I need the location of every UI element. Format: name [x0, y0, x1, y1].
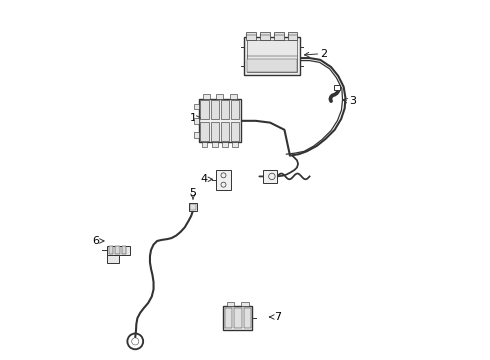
- Bar: [244, 37, 300, 75]
- Bar: [227, 302, 234, 306]
- Bar: [244, 308, 251, 328]
- Bar: [230, 94, 237, 99]
- Bar: [115, 246, 120, 254]
- Bar: [242, 302, 248, 306]
- Bar: [194, 132, 199, 138]
- Bar: [199, 99, 241, 142]
- Bar: [222, 142, 228, 147]
- Bar: [212, 142, 218, 147]
- Bar: [334, 85, 341, 90]
- Bar: [190, 204, 196, 210]
- Bar: [221, 100, 229, 119]
- Bar: [288, 32, 297, 40]
- Text: 4: 4: [200, 174, 207, 184]
- Bar: [107, 246, 130, 255]
- Bar: [246, 32, 256, 40]
- Text: 2: 2: [320, 49, 327, 59]
- Bar: [274, 32, 284, 40]
- Bar: [189, 203, 197, 211]
- Bar: [194, 118, 199, 124]
- Bar: [247, 40, 297, 72]
- Bar: [211, 100, 219, 119]
- Bar: [200, 122, 209, 140]
- Bar: [224, 308, 232, 328]
- Bar: [247, 59, 297, 72]
- Bar: [223, 306, 252, 330]
- Bar: [221, 122, 229, 140]
- Text: 5: 5: [190, 188, 196, 198]
- Bar: [202, 94, 210, 99]
- Bar: [234, 308, 242, 328]
- Bar: [200, 100, 209, 119]
- Text: 3: 3: [349, 96, 356, 106]
- Bar: [216, 170, 231, 190]
- Bar: [260, 32, 270, 40]
- Bar: [109, 246, 113, 254]
- Bar: [231, 100, 240, 119]
- Bar: [231, 122, 240, 140]
- Text: 6: 6: [93, 236, 99, 246]
- Text: 1: 1: [190, 113, 196, 123]
- Bar: [232, 142, 238, 147]
- Text: 7: 7: [274, 312, 281, 322]
- Bar: [122, 246, 126, 254]
- Bar: [201, 142, 207, 147]
- Bar: [194, 104, 199, 109]
- Bar: [216, 94, 223, 99]
- Bar: [211, 122, 219, 140]
- Bar: [107, 255, 120, 264]
- Bar: [263, 170, 277, 183]
